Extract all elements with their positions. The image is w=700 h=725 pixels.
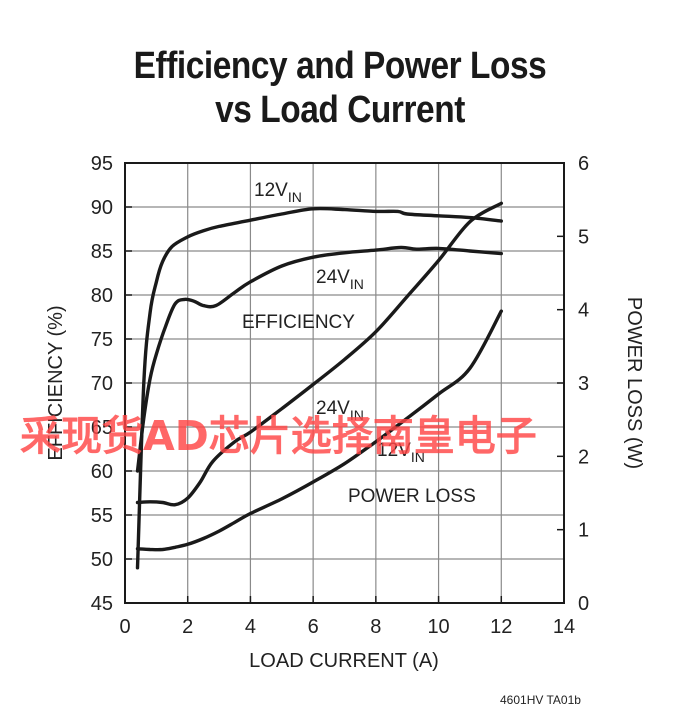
chart-title: Efficiency and Power Loss vs Load Curren… xyxy=(41,44,639,132)
x-tick-label: 0 xyxy=(119,616,130,638)
x-tick-label: 8 xyxy=(370,616,381,638)
annotation-24vin-power-loss-main: 24V xyxy=(316,398,350,419)
x-tick-label: 6 xyxy=(308,616,319,638)
chart-title-line-2: vs Load Current xyxy=(215,89,465,131)
annotation-12vin-power-loss-sub: IN xyxy=(411,449,425,465)
x-tick-label: 12 xyxy=(490,616,512,638)
left-axis-ticks: 45 50 55 60 65 70 75 80 85 90 95 xyxy=(91,153,132,615)
right-tick-label: 3 xyxy=(578,373,589,395)
right-tick-label: 5 xyxy=(578,226,589,248)
right-tick-label: 6 xyxy=(578,153,589,175)
x-tick-label: 2 xyxy=(182,616,193,638)
series-lines xyxy=(135,201,503,570)
x-tick-label: 4 xyxy=(245,616,256,638)
annotation-24vin-efficiency-sub: IN xyxy=(350,276,364,292)
right-axis-label: POWER LOSS (W) xyxy=(623,297,645,469)
annotation-24vin-power-loss-sub: IN xyxy=(350,407,364,423)
left-tick-label: 95 xyxy=(91,153,113,175)
annotation-24vin-efficiency: 24VIN xyxy=(316,267,364,292)
series-line-power-loss-24vin xyxy=(135,201,503,507)
left-tick-label: 65 xyxy=(91,417,113,439)
right-axis-ticks: 0 1 2 3 4 5 6 xyxy=(557,153,589,615)
right-tick-label: 4 xyxy=(578,300,589,322)
x-tick-label: 10 xyxy=(427,616,449,638)
annotation-24vin-power-loss: 24VIN xyxy=(316,398,364,423)
annotation-12vin-efficiency: 12VIN xyxy=(254,180,302,205)
left-tick-label: 50 xyxy=(91,549,113,571)
right-tick-label: 0 xyxy=(578,593,589,615)
figure-id: 4601HV TA01b xyxy=(500,693,581,707)
left-tick-label: 90 xyxy=(91,197,113,219)
series-line-efficiency-12vin xyxy=(135,206,503,570)
left-tick-label: 85 xyxy=(91,241,113,263)
left-tick-label: 75 xyxy=(91,329,113,351)
left-tick-label: 45 xyxy=(91,593,113,615)
annotation-power-loss: POWER LOSS xyxy=(348,486,476,507)
x-axis-ticks: 0 2 4 6 8 10 12 14 xyxy=(119,596,575,638)
watermark-text: 采现货AD芯片选择南皇电子 xyxy=(20,412,537,460)
x-axis-label: LOAD CURRENT (A) xyxy=(249,650,439,672)
annotation-12vin-efficiency-sub: IN xyxy=(288,189,302,205)
grid xyxy=(125,163,564,603)
chart-title-line-1: Efficiency and Power Loss xyxy=(133,45,547,87)
left-axis-label: EFFICIENCY (%) xyxy=(45,305,67,460)
series-line-efficiency-24vin xyxy=(135,245,503,473)
x-tick-label: 14 xyxy=(553,616,575,638)
right-tick-label: 2 xyxy=(578,446,589,468)
left-tick-label: 55 xyxy=(91,505,113,527)
right-tick-label: 1 xyxy=(578,520,589,542)
annotation-12vin-power-loss-main: 12V xyxy=(377,440,411,461)
annotation-24vin-efficiency-main: 24V xyxy=(316,267,350,288)
left-tick-label: 60 xyxy=(91,461,113,483)
left-tick-label: 70 xyxy=(91,373,113,395)
series-line-power-loss-12vin xyxy=(135,309,503,552)
annotation-12vin-power-loss: 12VIN xyxy=(377,440,425,465)
left-tick-label: 80 xyxy=(91,285,113,307)
annotation-efficiency: EFFICIENCY xyxy=(242,312,355,333)
annotation-12vin-efficiency-main: 12V xyxy=(254,180,288,201)
